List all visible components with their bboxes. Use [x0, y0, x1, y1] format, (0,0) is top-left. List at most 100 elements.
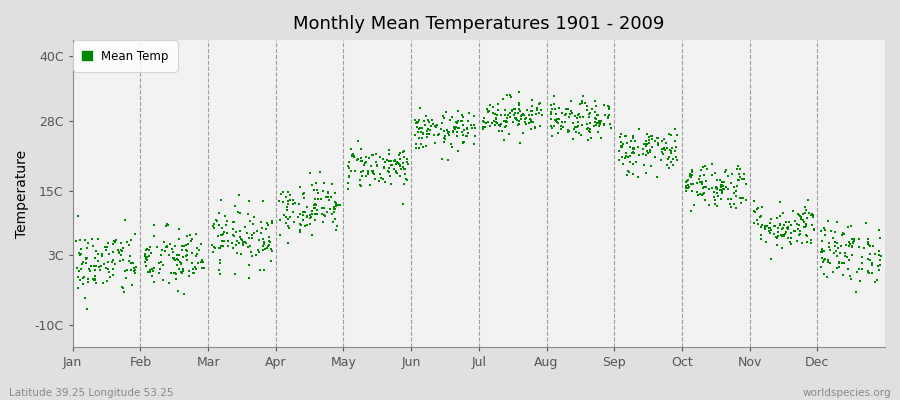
Point	[802, 210, 816, 216]
Point	[196, 259, 211, 265]
Point	[81, 276, 95, 282]
Point	[354, 169, 368, 176]
Point	[456, 114, 471, 120]
Point	[658, 147, 672, 154]
Point	[627, 138, 642, 145]
Point	[501, 131, 516, 137]
Point	[500, 115, 515, 122]
Point	[446, 128, 461, 134]
Point	[776, 232, 790, 238]
Point	[841, 266, 855, 272]
Point	[682, 184, 697, 190]
Point	[342, 165, 356, 171]
Point	[209, 217, 223, 223]
Point	[393, 166, 408, 172]
Point	[836, 272, 850, 278]
Point	[118, 216, 132, 223]
Point	[226, 245, 240, 251]
Point	[798, 232, 813, 238]
Point	[615, 153, 629, 160]
Point	[122, 257, 136, 264]
Point	[248, 230, 262, 236]
Point	[666, 156, 680, 162]
Point	[80, 244, 94, 251]
Point	[769, 234, 783, 240]
Point	[185, 236, 200, 242]
Point	[602, 103, 616, 110]
Point	[286, 201, 301, 208]
Point	[642, 137, 656, 143]
Point	[362, 155, 376, 161]
Point	[215, 225, 230, 232]
Point	[490, 120, 504, 126]
Point	[695, 179, 709, 185]
Point	[179, 252, 194, 258]
Point	[259, 226, 274, 232]
Point	[411, 129, 426, 135]
Point	[152, 260, 166, 266]
Point	[660, 162, 674, 168]
Point	[195, 265, 210, 271]
Point	[853, 278, 868, 284]
Point	[450, 120, 464, 126]
Point	[851, 236, 866, 242]
Point	[814, 255, 829, 261]
Point	[436, 113, 451, 120]
Point	[589, 116, 603, 122]
Point	[708, 201, 723, 207]
Point	[547, 123, 562, 130]
Point	[485, 120, 500, 126]
Point	[105, 240, 120, 247]
Point	[619, 171, 634, 178]
Point	[680, 178, 695, 184]
Point	[794, 216, 808, 222]
Point	[499, 118, 513, 124]
Point	[850, 269, 864, 276]
Point	[669, 144, 683, 150]
Point	[115, 284, 130, 290]
Point	[580, 137, 595, 143]
Point	[396, 164, 410, 170]
Point	[544, 108, 558, 115]
Point	[752, 214, 767, 220]
Point	[78, 255, 93, 261]
Point	[410, 119, 425, 125]
Point	[348, 168, 363, 174]
Point	[828, 242, 842, 249]
Point	[670, 132, 685, 138]
Point	[167, 255, 182, 261]
Point	[840, 253, 854, 260]
Point	[410, 140, 424, 147]
Point	[386, 158, 400, 164]
Point	[572, 110, 587, 117]
Point	[91, 251, 105, 257]
Point	[549, 118, 563, 124]
Point	[101, 259, 115, 266]
Point	[236, 239, 250, 245]
Point	[709, 190, 724, 196]
Point	[460, 126, 474, 133]
Point	[103, 269, 117, 275]
Point	[341, 180, 356, 186]
Point	[530, 105, 544, 111]
Point	[181, 241, 195, 247]
Point	[602, 112, 616, 118]
Point	[526, 107, 540, 114]
Point	[392, 160, 406, 166]
Point	[400, 177, 414, 183]
Point	[400, 177, 414, 183]
Point	[424, 123, 438, 130]
Point	[76, 281, 90, 288]
Point	[714, 196, 728, 202]
Point	[186, 266, 201, 272]
Point	[138, 253, 152, 259]
Point	[739, 181, 753, 187]
Point	[168, 276, 183, 282]
Point	[626, 148, 641, 155]
Point	[176, 254, 190, 260]
Point	[568, 123, 582, 130]
Point	[814, 264, 829, 270]
Point	[555, 118, 570, 125]
Point	[171, 252, 185, 258]
Point	[276, 188, 291, 195]
